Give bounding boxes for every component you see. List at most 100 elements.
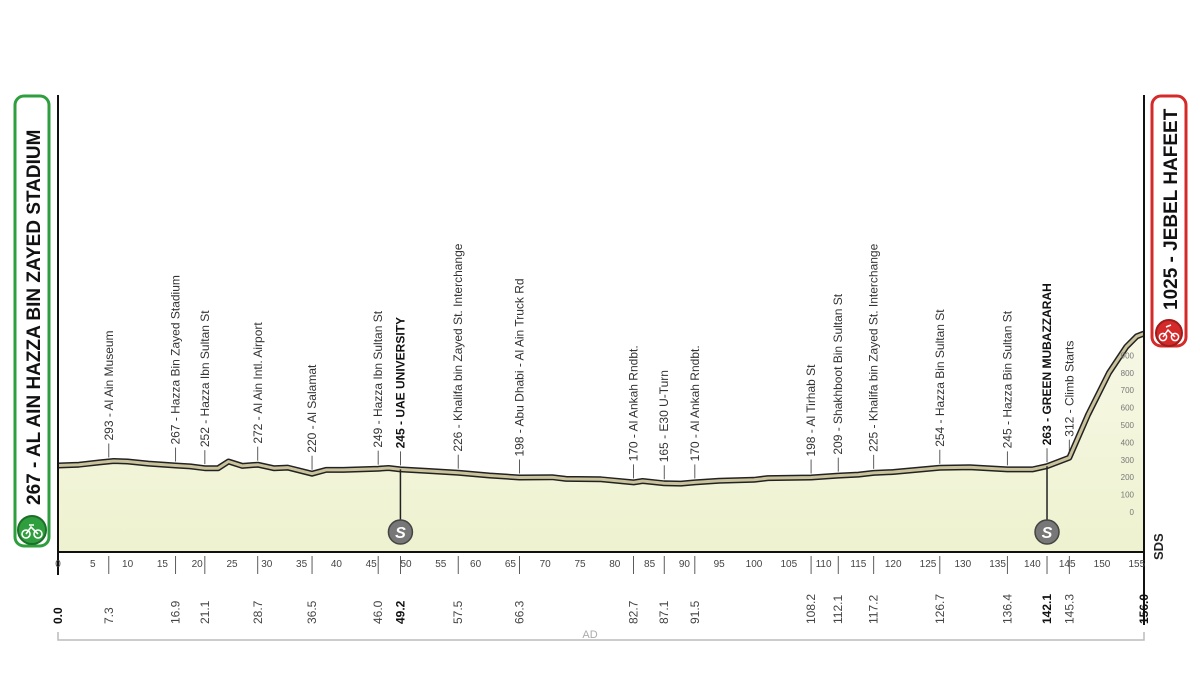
- y-tick-label: 700: [1121, 386, 1135, 395]
- x-tick-label: 75: [574, 559, 586, 570]
- x-tick-label: 25: [226, 559, 238, 570]
- waypoint: 312 - Climb Starts 145.3: [1062, 341, 1076, 624]
- waypoint-km-label: 117.2: [867, 595, 881, 624]
- waypoint: 267 - Hazza Bin Zayed Stadium 16.9: [169, 275, 183, 624]
- x-tick-label: 15: [157, 559, 169, 570]
- y-tick-label: 100: [1121, 491, 1135, 500]
- waypoint-km-label: 21.1: [198, 600, 212, 624]
- start-label: 267 - AL AIN HAZZA BIN ZAYED STADIUM: [24, 130, 45, 505]
- x-tick-label: 100: [746, 559, 763, 570]
- start-km-label: 0.0: [51, 607, 65, 624]
- y-tick-label: 300: [1121, 456, 1135, 465]
- waypoint: 220 - Al Salamat 36.5: [305, 364, 319, 624]
- start-label-box: 267 - AL AIN HAZZA BIN ZAYED STADIUM: [13, 94, 51, 548]
- waypoint-km-label: 57.5: [451, 600, 465, 624]
- waypoint: 209 - Shakhboot Bin Sultan St 112.1: [831, 293, 845, 624]
- waypoint-label: 263 - GREEN MUBAZZARAH: [1040, 283, 1054, 445]
- axes: 0 100 200 300 400 500 600 700 800 900 0 5 10 15 20 25 30…: [51, 95, 1151, 625]
- x-tick-label: 110: [816, 559, 832, 570]
- waypoint-label: 225 - Khalifa bin Zayed St. Interchange: [867, 243, 881, 451]
- waypoint-km-label: 112.1: [831, 595, 845, 624]
- x-tick-label: 150: [1094, 559, 1111, 570]
- x-tick-label: 105: [780, 559, 797, 570]
- x-tick-label: 20: [192, 559, 204, 570]
- waypoint-label: 170 - Al Ankah Rndbt.: [688, 345, 702, 461]
- waypoint: 245 - Hazza Bin Sultan St 136.4: [1000, 310, 1014, 624]
- y-tick-label: 600: [1121, 404, 1135, 413]
- waypoint-km-label: 108.2: [804, 594, 818, 624]
- waypoint-km-label: 7.3: [102, 607, 116, 624]
- waypoint-label: 245 - Hazza Bin Sultan St: [1000, 310, 1014, 448]
- waypoint-km-label: 142.1: [1040, 594, 1054, 624]
- waypoint-label: 245 - UAE UNIVERSITY: [393, 317, 407, 448]
- waypoint-label: 254 - Hazza Bin Sultan St: [933, 309, 947, 447]
- waypoint-km-label: 126.7: [933, 594, 947, 624]
- sprint-icon: S: [387, 519, 414, 545]
- waypoint: 170 - Al Ankah Rndbt. 82.7: [627, 345, 641, 624]
- x-tick-label: 80: [609, 559, 621, 570]
- profile-fill: [58, 333, 1144, 552]
- waypoint-km-label: 91.5: [688, 600, 702, 624]
- y-tick-label: 200: [1121, 473, 1135, 482]
- x-tick-label: 40: [331, 559, 343, 570]
- waypoint: 226 - Khalifa bin Zayed St. Interchange 5…: [451, 243, 465, 624]
- x-tick-label: 55: [435, 559, 447, 570]
- waypoint: 165 - E30 U-Turn 87.1: [657, 370, 671, 624]
- waypoint-label: 312 - Climb Starts: [1062, 341, 1076, 437]
- waypoints: 293 - Al Ain Museum 7.3 267 - Hazza Bin Za…: [102, 243, 1076, 624]
- x-tick-label: 45: [366, 559, 378, 570]
- profile-area: [57, 330, 1145, 552]
- y-tick-label: 500: [1121, 421, 1135, 430]
- waypoint-km-label: 145.3: [1062, 594, 1076, 624]
- x-tick-label: 50: [400, 559, 412, 570]
- y-tick-label: 900: [1121, 351, 1135, 360]
- waypoint: 170 - Al Ankah Rndbt. 91.5: [688, 345, 702, 624]
- profile-outline: [57, 330, 1145, 487]
- waypoint-label: 165 - E30 U-Turn: [657, 370, 671, 462]
- waypoint-label: 220 - Al Salamat: [305, 364, 319, 453]
- waypoint: S 263 - GREEN MUBAZZARAH 142.1: [1034, 283, 1060, 624]
- waypoint-label: 198 - Al Tirhab St: [804, 364, 818, 457]
- waypoint: S 245 - UAE UNIVERSITY 49.2: [387, 317, 414, 624]
- x-tick-label: 115: [850, 559, 866, 570]
- waypoint-km-label: 28.7: [251, 600, 265, 624]
- waypoint-label: 226 - Khalifa bin Zayed St. Interchange: [451, 243, 465, 451]
- waypoint: 225 - Khalifa bin Zayed St. Interchange 1…: [867, 243, 881, 624]
- x-tick-label: 130: [954, 559, 971, 570]
- x-tick-label: 95: [714, 559, 726, 570]
- waypoint-km-label: 36.5: [305, 600, 319, 624]
- bicycle-climb-icon: [1155, 319, 1183, 347]
- waypoint-km-label: 66.3: [512, 600, 526, 624]
- x-tick-label: 0: [55, 559, 61, 570]
- finish-label: 1025 - JEBEL HAFEET: [1161, 108, 1182, 310]
- region-bracket: AD: [57, 629, 1145, 641]
- waypoint: 249 - Hazza Ibn Sultan St 46.0: [371, 310, 385, 624]
- profile-line: [57, 332, 1145, 486]
- waypoint-label: 209 - Shakhboot Bin Sultan St: [831, 293, 845, 454]
- waypoint-label: 267 - Hazza Bin Zayed Stadium: [169, 275, 183, 444]
- waypoint-km-label: 46.0: [371, 600, 385, 624]
- svg-text:S: S: [395, 525, 406, 542]
- x-tick-label: 135: [989, 559, 1006, 570]
- x-tick-label: 90: [679, 559, 691, 570]
- waypoint: 293 - Al Ain Museum 7.3: [102, 330, 116, 624]
- waypoint-label: 293 - Al Ain Museum: [102, 330, 116, 440]
- x-tick-label: 70: [540, 559, 552, 570]
- waypoint-km-label: 87.1: [657, 600, 671, 624]
- waypoint: 198 - Al Tirhab St 108.2: [804, 364, 818, 624]
- waypoint-km-label: 82.7: [627, 600, 641, 624]
- waypoint-label: 198 - Abu Dhabi - Al Ain Truck Rd: [512, 278, 526, 456]
- waypoint-label: 170 - Al Ankah Rndbt.: [627, 345, 641, 461]
- finish-km-label: 156.0: [1137, 594, 1151, 624]
- sds-logo: SDS: [1151, 533, 1166, 560]
- x-tick-label: 125: [920, 559, 937, 570]
- x-tick-label: 10: [122, 559, 134, 570]
- svg-text:S: S: [1042, 525, 1053, 542]
- x-tick-label: 35: [296, 559, 308, 570]
- x-tick-label: 65: [505, 559, 517, 570]
- waypoint: 252 - Hazza Ibn Sultan St 21.1: [198, 310, 212, 624]
- waypoint-label: 249 - Hazza Ibn Sultan St: [371, 310, 385, 447]
- finish-label-box: 1025 - JEBEL HAFEET: [1150, 94, 1188, 348]
- x-tick-label: 30: [261, 559, 273, 570]
